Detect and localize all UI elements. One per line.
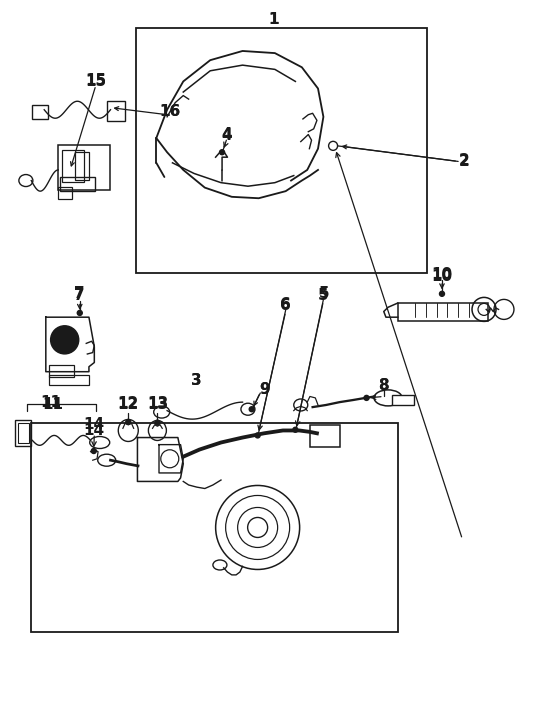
Circle shape [155,420,160,426]
Circle shape [255,433,260,438]
Bar [62,150,84,182]
Bar [31,423,398,632]
Text: 12: 12 [118,396,139,411]
Text: 16: 16 [159,104,181,120]
Text: 10: 10 [431,268,453,284]
Text: 13: 13 [147,397,168,413]
Text: 13: 13 [147,396,168,411]
Text: 7: 7 [74,288,85,304]
Text: 9: 9 [259,382,270,397]
Text: 8: 8 [378,378,389,394]
Text: 3: 3 [191,372,202,388]
Text: 4: 4 [221,127,232,142]
Text: 11: 11 [43,397,63,413]
Bar [310,425,340,447]
Bar [136,28,427,273]
Text: 4: 4 [221,128,232,144]
Text: 14: 14 [84,417,105,433]
Bar [58,145,110,190]
Text: 5: 5 [319,286,330,302]
Text: 7: 7 [74,286,85,302]
Circle shape [364,395,369,401]
Text: 1: 1 [268,12,279,28]
Circle shape [91,448,96,454]
Text: 3: 3 [191,372,202,388]
Bar [49,365,73,377]
Text: 9: 9 [259,382,270,397]
Text: 16: 16 [159,103,181,119]
Text: 6: 6 [280,298,291,314]
Bar [49,375,88,385]
Circle shape [293,427,298,433]
Text: 15: 15 [85,74,107,89]
Bar [107,101,125,121]
Circle shape [51,326,79,354]
Text: 12: 12 [118,397,139,413]
Text: 2: 2 [459,154,470,169]
Text: 2: 2 [459,152,470,168]
Text: 14: 14 [84,423,105,438]
Text: 15: 15 [85,72,107,88]
Circle shape [126,419,131,425]
Circle shape [249,406,254,412]
Text: 5: 5 [318,288,329,304]
Bar [32,105,49,119]
Circle shape [77,310,82,316]
Circle shape [439,291,445,297]
Bar [60,177,95,191]
Text: 6: 6 [280,297,291,312]
Circle shape [219,149,225,155]
Text: 10: 10 [431,267,453,282]
Bar [58,187,72,199]
Bar [75,152,89,181]
Text: 8: 8 [378,378,389,394]
Bar [392,395,414,405]
Text: 1: 1 [268,12,279,28]
Text: 11: 11 [41,394,61,410]
Bar [398,303,488,321]
